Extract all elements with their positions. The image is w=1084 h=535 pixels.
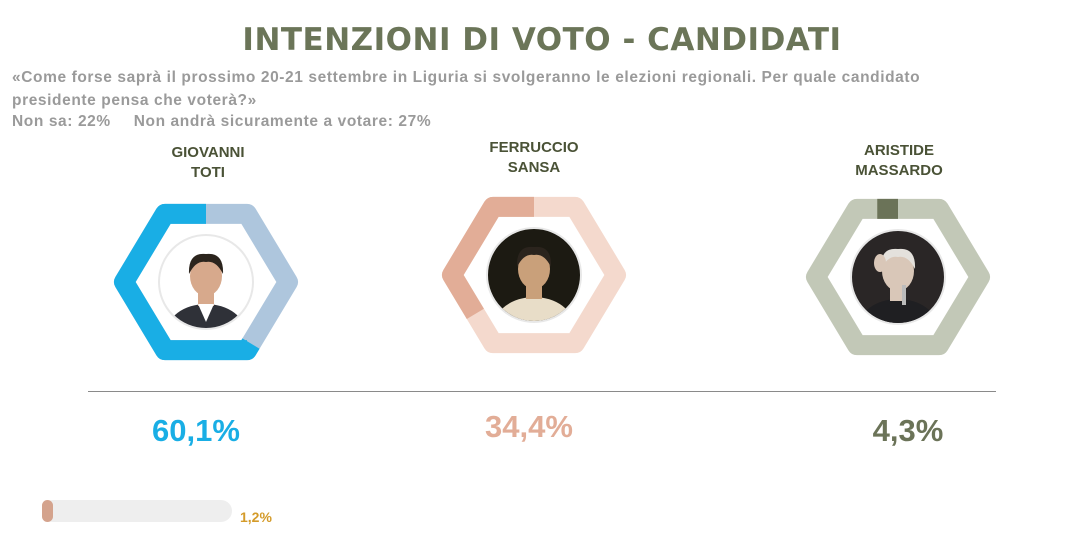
donut-track bbox=[806, 198, 990, 356]
other-bar-track bbox=[42, 500, 232, 522]
candidate-first-name: GIOVANNI bbox=[171, 144, 245, 161]
candidate-name-sansa: FERRUCCIO SANSA bbox=[434, 138, 634, 178]
non-sa-label: Non sa: 22% bbox=[12, 113, 111, 130]
candidate-last-name: SANSA bbox=[507, 159, 561, 176]
candidate-last-name: TOTI bbox=[191, 164, 225, 181]
non-votera-label: Non andrà sicuramente a votare: 27% bbox=[133, 113, 432, 130]
survey-question: «Come forse saprà il prossimo 20-21 sett… bbox=[12, 66, 1084, 112]
survey-question-line1: «Come forse saprà il prossimo 20-21 sett… bbox=[12, 69, 921, 86]
value-label-massardo: 4,3% bbox=[872, 413, 944, 448]
candidate-first-name: ARISTIDE bbox=[863, 142, 934, 159]
candidate-photo bbox=[158, 234, 254, 330]
donut-sansa bbox=[442, 196, 626, 354]
candidate-name-toti: GIOVANNI TOTI bbox=[108, 143, 308, 183]
other-bar-fill bbox=[42, 500, 53, 522]
donut-massardo bbox=[806, 198, 990, 356]
donut-toti bbox=[114, 203, 298, 361]
value-label-toti: 60,1% bbox=[152, 413, 240, 448]
candidate-first-name: FERRUCCIO bbox=[489, 139, 579, 156]
chart-title: INTENZIONI DI VOTO - CANDIDATI bbox=[242, 22, 842, 58]
baseline-divider bbox=[88, 391, 996, 392]
donut-value-segment bbox=[442, 196, 626, 354]
candidate-last-name: MASSARDO bbox=[855, 162, 943, 179]
candidate-name-massardo: ARISTIDE MASSARDO bbox=[799, 141, 999, 181]
value-label-sansa: 34,4% bbox=[485, 409, 573, 444]
nonresponse-note: Non sa: 22% Non andrà sicuramente a vota… bbox=[12, 113, 431, 131]
donut-value-segment bbox=[114, 203, 298, 361]
candidate-photo bbox=[486, 227, 582, 323]
survey-question-line2: presidente pensa che voterà?» bbox=[12, 92, 257, 109]
other-value-label: 1,2% bbox=[240, 509, 272, 525]
candidate-photo bbox=[850, 229, 946, 325]
